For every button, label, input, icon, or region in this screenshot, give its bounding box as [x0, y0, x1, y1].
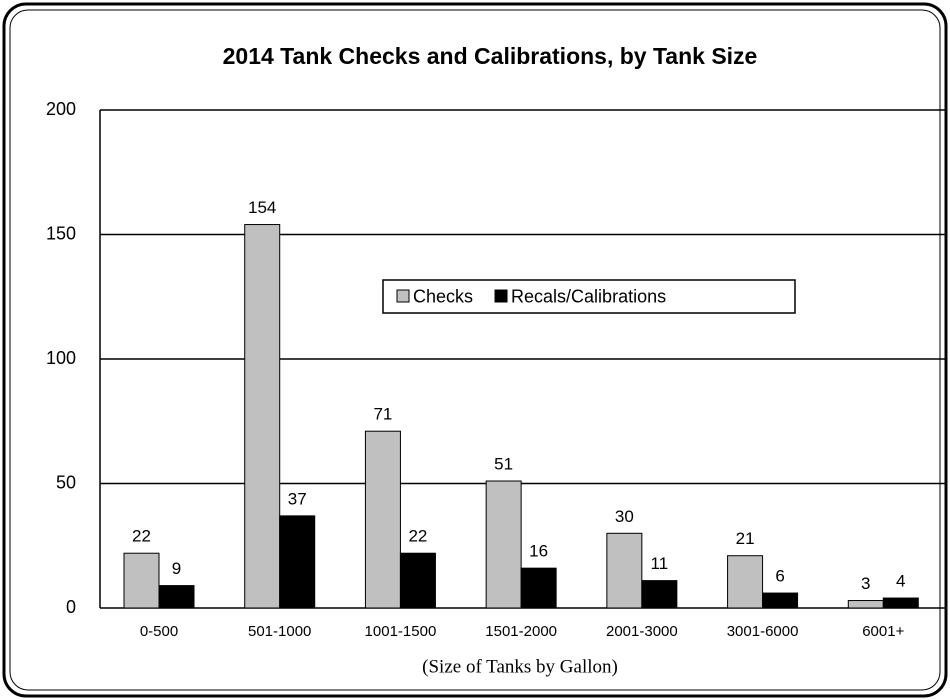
y-tick-label: 0: [66, 597, 76, 617]
x-tick-label: 0-500: [140, 623, 178, 640]
bar: [606, 532, 643, 609]
x-tick-label: 3001-6000: [727, 623, 799, 640]
x-tick-label: 1001-1500: [365, 623, 437, 640]
data-label: 51: [494, 454, 513, 473]
x-axis-label: (Size of Tanks by Gallon): [422, 656, 618, 677]
bar: [123, 552, 160, 609]
bar: [641, 580, 678, 609]
bar: [485, 480, 522, 609]
bar: [244, 224, 281, 609]
bar: [847, 600, 884, 609]
bar: [158, 585, 195, 609]
y-tick-label: 200: [46, 99, 76, 119]
x-tick-label: 1501-2000: [485, 623, 557, 640]
data-label: 22: [408, 527, 427, 546]
inner-frame: [9, 9, 941, 691]
bar: [364, 430, 401, 609]
data-label: 3: [861, 574, 870, 593]
data-label: 21: [736, 529, 755, 548]
data-label: 22: [132, 527, 151, 546]
legend-label: Checks: [413, 286, 473, 306]
x-tick-label: 501-1000: [248, 623, 311, 640]
data-label: 154: [248, 198, 276, 217]
x-tick-label: 6001+: [862, 623, 904, 640]
y-tick-label: 150: [46, 223, 76, 243]
data-label: 9: [172, 559, 181, 578]
data-label: 4: [896, 572, 905, 591]
x-tick-label: 2001-3000: [606, 623, 678, 640]
y-tick-label: 50: [56, 472, 76, 492]
data-label: 11: [651, 554, 669, 573]
y-tick-label: 100: [46, 348, 76, 368]
data-label: 16: [529, 542, 548, 561]
data-label: 71: [373, 405, 392, 424]
bar: [727, 555, 764, 609]
data-label: 30: [615, 507, 634, 526]
legend-swatch: [396, 289, 410, 303]
legend-label: Recals/Calibrations: [511, 286, 666, 306]
chart-title: 2014 Tank Checks and Calibrations, by Ta…: [223, 43, 758, 69]
bar: [762, 592, 799, 609]
legend-swatch: [494, 289, 508, 303]
legend-box: [382, 279, 796, 314]
bar: [520, 567, 557, 609]
data-label: 6: [775, 567, 784, 586]
data-label: 37: [288, 489, 307, 508]
bar: [399, 552, 436, 609]
bar: [279, 515, 316, 609]
bar: [882, 597, 919, 609]
